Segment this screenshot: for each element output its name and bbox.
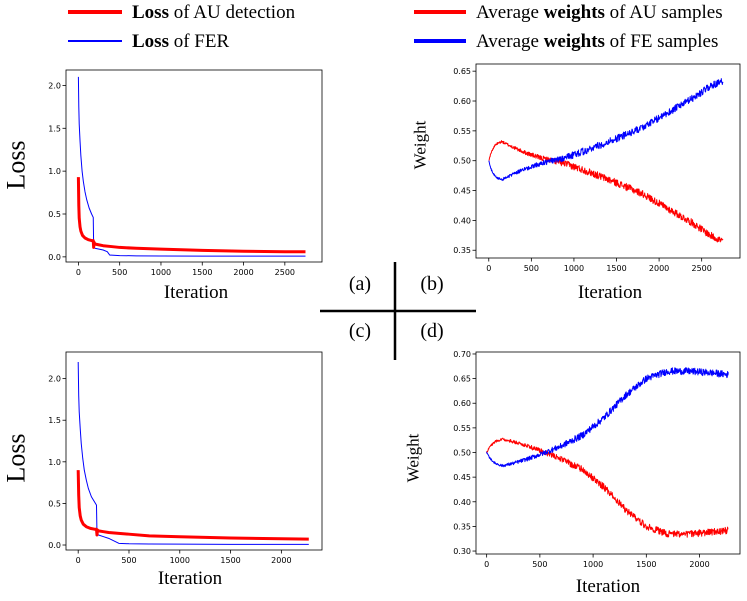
y-tick-label: 0.60 [453,97,471,106]
x-tick-label: 2500 [691,264,711,273]
y-tick-label: 1.0 [48,458,61,467]
x-tick-label: 500 [532,560,547,569]
y-tick-label: 0.0 [48,541,61,550]
x-axis-label: Iteration [576,576,641,597]
y-tick-label: 1.0 [48,167,61,176]
legend-fe-weight-label: Average weights of FE samples [476,31,718,52]
x-tick-label: 1000 [564,264,584,273]
plot-frame [475,351,741,555]
y-axis-label: Weight [411,120,430,169]
y-tick-label: 2.0 [48,375,61,384]
x-tick-label: 1000 [170,556,190,565]
y-tick-label: 0.60 [453,399,471,408]
x-tick-label: 2000 [649,264,669,273]
y-axis-label: Loss [2,433,31,482]
y-tick-label: 0.65 [453,375,471,384]
series-group [76,361,309,545]
x-tick-label: 2000 [271,556,291,565]
series-group [76,76,306,257]
y-tick-label: 2.0 [48,81,61,90]
series-line-blue [488,78,724,182]
y-tick-label: 0.55 [453,127,471,136]
y-tick-label: 0.40 [453,498,471,507]
y-axis-label: Loss [2,140,31,189]
chart-d: 0 500 1000 1500 2000 0.30 0.35 0.40 0.45 0.50 0.55… [404,350,741,597]
series-line-red [76,177,306,254]
x-tick-label: 1500 [192,268,212,277]
legend-right: Average weights of AU samples Average we… [414,2,723,52]
charts: 0 500 1000 1500 2000 2500 0.0 0.5 1.0 1.5 2.0 Itera… [2,63,741,597]
series-line-red [488,140,724,243]
series-line-blue [486,367,729,468]
y-tick-label: 0.45 [453,473,471,482]
legend-au-weight-label: Average weights of AU samples [476,2,723,23]
y-tick-label: 0.30 [453,547,471,556]
series-group [488,78,724,243]
x-axis-label: Iteration [578,282,643,303]
x-tick-label: 500 [112,268,127,277]
plot-frame [65,351,323,551]
x-tick-label: 1000 [583,560,603,569]
legend-au-loss-label: Loss of AU detection [132,2,296,23]
x-tick-label: 1500 [606,264,626,273]
y-tick-label: 0.40 [453,216,471,225]
chart-a: 0 500 1000 1500 2000 2500 0.0 0.5 1.0 1.5 2.0 Itera… [2,69,323,303]
series-line-red [76,470,309,541]
legend-fer-loss-label: Loss of FER [132,31,229,52]
x-tick-label: 2000 [689,560,709,569]
panel-label-b: (b) [420,273,443,295]
chart-c: 0 500 1000 1500 2000 0.0 0.5 1.0 1.5 2.0 Iteration… [2,351,323,589]
panel-label-d: (d) [420,320,443,342]
y-tick-label: 0.50 [453,157,471,166]
x-tick-label: 2000 [233,268,253,277]
x-tick-label: 2500 [275,268,295,277]
x-tick-label: 0 [484,560,489,569]
series-line-red [486,437,729,538]
y-tick-label: 0.65 [453,67,471,76]
series-line-blue [77,361,309,545]
y-tick-label: 1.5 [48,416,61,425]
y-tick-label: 0.45 [453,187,471,196]
x-axis-label: Iteration [164,282,229,303]
panel-label-a: (a) [349,273,371,295]
x-tick-label: 1500 [636,560,656,569]
y-tick-label: 0.50 [453,449,471,458]
y-tick-label: 0.5 [48,210,61,219]
x-tick-label: 500 [524,264,539,273]
y-tick-label: 0.5 [48,499,61,508]
y-tick-label: 0.70 [453,350,471,359]
chart-b: 0 500 1000 1500 2000 2500 0.35 0.40 0.45 0.50 0.55… [411,63,741,303]
x-tick-label: 500 [121,556,136,565]
y-tick-label: 0.35 [453,522,471,531]
series-group [486,367,729,538]
panel-label-c: (c) [349,320,371,342]
x-tick-label: 1500 [220,556,240,565]
y-tick-label: 0.35 [453,246,471,255]
y-tick-label: 0.55 [453,424,471,433]
x-tick-label: 1000 [151,268,171,277]
legend-left: Loss of AU detection Loss of FER [68,2,296,52]
y-tick-label: 0.0 [48,253,61,262]
y-axis-label: Weight [404,433,423,482]
x-tick-label: 0 [486,264,491,273]
x-axis-label: Iteration [158,568,223,589]
x-tick-label: 0 [76,556,81,565]
x-tick-label: 0 [76,268,81,277]
y-tick-label: 1.5 [48,124,61,133]
plot-frame [65,69,323,263]
panel-divider: (a) (b) (c) (d) [320,262,476,360]
